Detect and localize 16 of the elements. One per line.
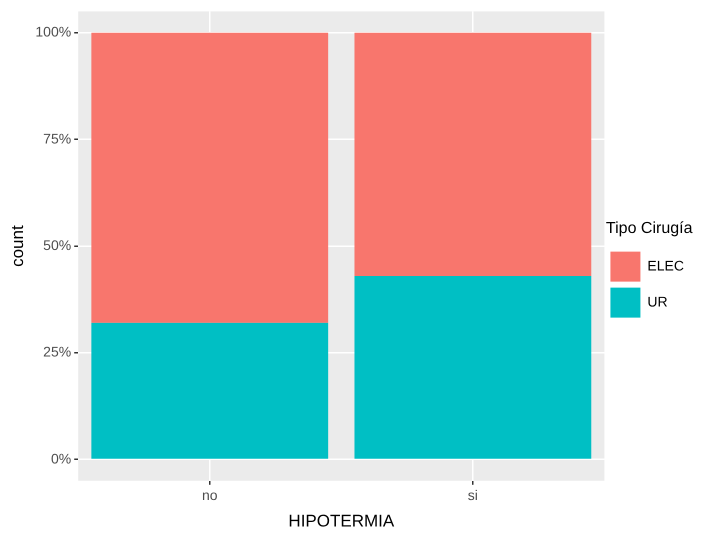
legend-label: ELEC bbox=[647, 257, 684, 274]
x-tick-label: no bbox=[202, 487, 218, 504]
legend-title: Tipo Cirugía bbox=[606, 220, 693, 237]
y-tick-label: 0% bbox=[50, 450, 72, 466]
x-axis-title: HIPOTERMIA bbox=[288, 511, 395, 530]
legend-label: UR bbox=[647, 293, 668, 310]
y-tick-label: 100% bbox=[35, 24, 72, 40]
bar bbox=[354, 32, 592, 276]
y-axis-title: count bbox=[8, 225, 27, 267]
bar bbox=[354, 276, 592, 459]
y-tick-label: 75% bbox=[43, 130, 72, 146]
bar bbox=[91, 32, 328, 323]
y-tick-label: 50% bbox=[43, 236, 72, 253]
bar bbox=[91, 322, 328, 459]
y-tick-label: 25% bbox=[43, 344, 72, 360]
x-tick-label: si bbox=[468, 487, 478, 504]
